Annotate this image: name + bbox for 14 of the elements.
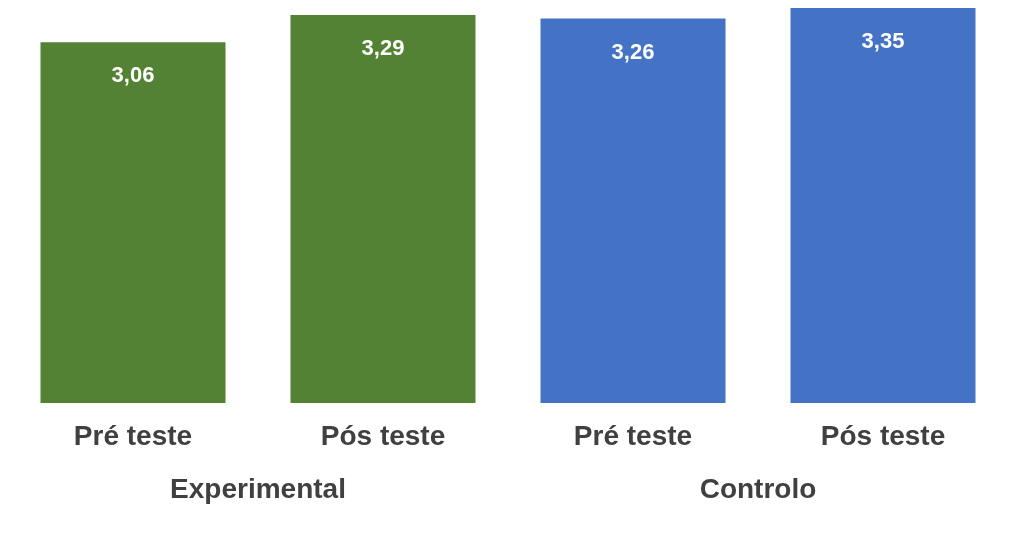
data-label: 3,29 xyxy=(361,35,405,61)
bar xyxy=(540,18,726,403)
bar xyxy=(40,42,226,403)
bar xyxy=(290,15,476,403)
x-tick-label: Pré teste xyxy=(73,419,193,451)
x-tick-label: Pré teste xyxy=(573,419,693,451)
x-tick-label: Pós teste xyxy=(320,419,446,451)
data-label: 3,06 xyxy=(111,62,155,88)
data-label: 3,35 xyxy=(861,28,905,53)
x-tick-label: Pós teste xyxy=(820,419,946,451)
data-label: 3,26 xyxy=(611,38,655,64)
text: Experimental xyxy=(169,473,347,505)
bar xyxy=(790,8,976,403)
text: Controlo xyxy=(698,473,818,505)
